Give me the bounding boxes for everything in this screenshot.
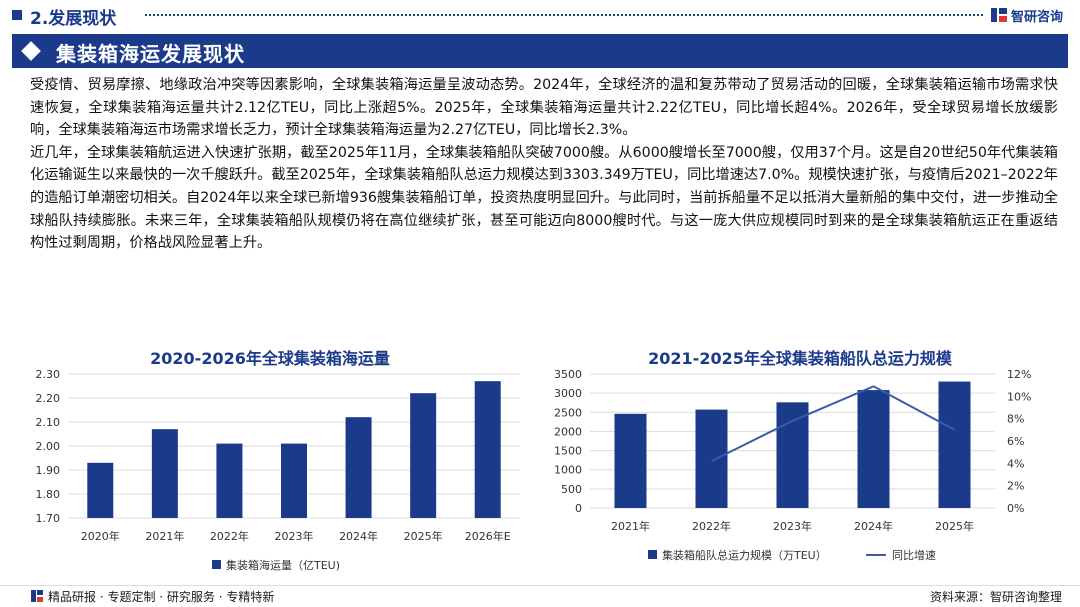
- chart1-ytick-label: 2.10: [36, 416, 61, 429]
- chart1-xtick-label: 2020年: [81, 529, 120, 543]
- chart2-left-tick-label: 1000: [554, 464, 582, 477]
- chart1-bar: [87, 462, 114, 518]
- chart1-bar: [281, 443, 307, 518]
- paragraph-2: 近几年，全球集装箱航运进入快速扩张期，截至2025年11月，全球集装箱船队突破7…: [30, 144, 1058, 252]
- chart2-right-tick-label: 10%: [1007, 390, 1031, 403]
- chart1-xtick-label: 2025年: [404, 529, 443, 543]
- chart2-legend-line-label: 同比增速: [892, 548, 936, 562]
- chart1-ytick-label: 1.80: [36, 488, 61, 501]
- chart2-bar: [695, 409, 728, 508]
- chart2-bar: [776, 402, 809, 508]
- footer-services: 精品研报 · 专题定制 · 研究服务 · 专精特新: [48, 590, 275, 604]
- chart2-legend-bar-swatch: [648, 550, 657, 559]
- footer: 精品研报 · 专题定制 · 研究服务 · 专精特新 资料来源：智研咨询整理: [0, 585, 1080, 607]
- chart1-bar: [151, 429, 178, 518]
- chart1-xtick-label: 2022年: [210, 529, 249, 543]
- chart1-bar: [410, 393, 437, 518]
- chart1-ytick-label: 2.00: [36, 440, 61, 453]
- chart2-right-tick-label: 6%: [1007, 435, 1024, 448]
- brand-name: 智研咨询: [1011, 10, 1064, 25]
- chart2-left-tick-label: 3000: [554, 387, 582, 400]
- body-text: 受疫情、贸易摩擦、地缘政治冲突等因素影响，全球集装箱海运量呈波动态势。2024年…: [30, 74, 1058, 255]
- chart2-left-tick-label: 0: [575, 502, 582, 515]
- chart1-bar: [216, 443, 243, 518]
- chart2-right-tick-label: 2%: [1007, 480, 1024, 493]
- data-source: 资料来源：智研咨询整理: [929, 590, 1062, 604]
- section-label: 2.发展现状: [30, 9, 117, 29]
- chart1-ytick-label: 1.90: [36, 464, 61, 477]
- page-title: 集装箱海运发展现状: [56, 42, 245, 66]
- chart2-bar: [938, 381, 971, 508]
- chart2-xtick-label: 2022年: [692, 519, 731, 533]
- chart1-bar: [474, 381, 501, 518]
- title-banner: 集装箱海运发展现状: [12, 34, 1068, 68]
- chart2-left-tick-label: 1500: [554, 445, 582, 458]
- chart2-right-tick-label: 8%: [1007, 413, 1024, 426]
- chart1-bar: [345, 417, 372, 518]
- top-bar: 2.发展现状 智研咨询: [0, 0, 1080, 32]
- chart2-legend-bar-label: 集装箱船队总运力规模（万TEU）: [662, 548, 827, 562]
- chart1-ytick-label: 1.70: [36, 512, 61, 525]
- chart2-left-tick-label: 3500: [554, 368, 582, 381]
- chart2-bar: [614, 413, 647, 508]
- chart1-volume: 1.70 1.80 1.90 2.00 2.10 2.20 2.30 2020年 2021年 20…: [36, 368, 520, 572]
- chart2-right-tick-label: 12%: [1007, 368, 1031, 381]
- chart2-xtick-label: 2023年: [773, 519, 812, 533]
- chart1-legend-label: 集装箱海运量（亿TEU): [226, 558, 340, 572]
- chart2-fleet-capacity: 0 500 1000 1500 2000 2500 3000 3500 0% 2% 4% 6% 8% 10…: [554, 368, 1031, 562]
- paragraph-1: 受疫情、贸易摩擦、地缘政治冲突等因素影响，全球集装箱海运量呈波动态势。2024年…: [30, 77, 1058, 139]
- chart2-bar: [857, 390, 890, 508]
- chart2-title: 2021-2025年全球集装箱船队总运力规模: [648, 349, 952, 368]
- section-marker: [12, 10, 22, 20]
- brand-logo-icon: [991, 8, 1007, 22]
- chart2-left-tick-label: 500: [561, 483, 582, 496]
- chart1-xtick-label: 2024年: [339, 529, 378, 543]
- chart2-left-tick-label: 2500: [554, 406, 582, 419]
- chart2-left-tick-label: 2000: [554, 425, 582, 438]
- chart2-xtick-label: 2024年: [854, 519, 893, 533]
- chart1-ytick-label: 2.30: [36, 368, 61, 381]
- chart2-right-tick-label: 4%: [1007, 457, 1024, 470]
- chart1-xtick-label: 2026年E: [465, 529, 511, 543]
- footer-logo-icon: [31, 590, 43, 602]
- footer-divider: [0, 585, 1080, 586]
- chart1-legend-swatch: [212, 560, 221, 569]
- diamond-icon: [21, 41, 41, 61]
- chart1-xtick-label: 2023年: [275, 529, 314, 543]
- chart2-growth-line: [711, 385, 955, 462]
- chart2-xtick-label: 2025年: [935, 519, 974, 533]
- chart2-right-tick-label: 0%: [1007, 502, 1024, 515]
- chart1-ytick-label: 2.20: [36, 392, 61, 405]
- chart2-xtick-label: 2021年: [611, 519, 650, 533]
- chart1-xtick-label: 2021年: [145, 529, 184, 543]
- chart1-title: 2020-2026年全球集装箱海运量: [150, 349, 390, 368]
- header-divider: [145, 14, 983, 16]
